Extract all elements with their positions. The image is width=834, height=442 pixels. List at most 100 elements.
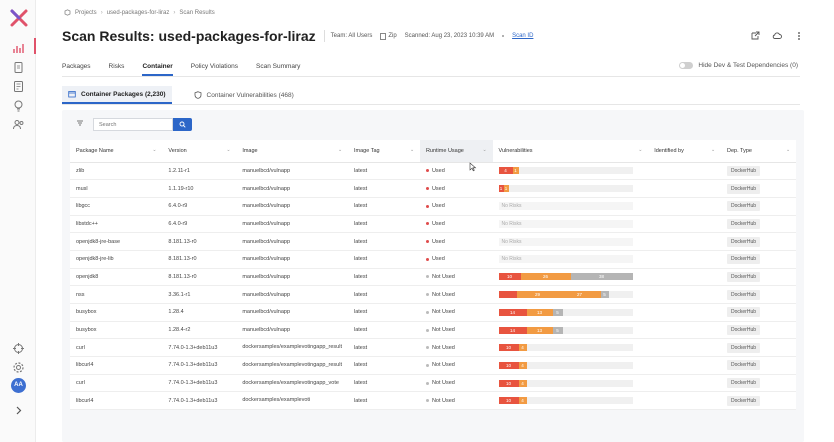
col-image-tag[interactable]: Image Tag ⌄ (347, 140, 420, 163)
cell-runtime-usage: Used (419, 250, 493, 269)
more-options-icon[interactable] (794, 31, 804, 41)
cell-version: 7.74.0-1.3+deb11u3 (162, 391, 237, 411)
status-dot-icon (425, 187, 429, 191)
table-row[interactable]: libcurl4 7.74.0-1.3+deb11u3 dockersamples/… (70, 391, 796, 411)
cell-image-tag: latest (347, 179, 420, 198)
sort-icon[interactable]: ⌄ (152, 147, 157, 153)
expand-chevron-icon[interactable] (12, 404, 25, 417)
hide-dev-toggle[interactable] (679, 62, 694, 69)
vulnerability-bar[interactable]: 10 4 (498, 361, 633, 369)
table-row[interactable]: openjdk8-jre-lib 8.181.13-r0 manuelbcd/vul… (70, 250, 796, 269)
filter-icon[interactable] (76, 119, 84, 127)
runtime-usage-label: Not Used (431, 397, 455, 404)
runtime-usage-status: Not Used (425, 397, 487, 404)
vulnerability-bar[interactable]: 10 4 (498, 344, 633, 352)
cell-dep-type: DockerHub (721, 215, 796, 234)
logo-icon[interactable] (9, 8, 29, 28)
search-input[interactable] (93, 118, 173, 131)
col-identified-by[interactable]: Identified by ⌄ (648, 140, 721, 163)
vulnerability-bar[interactable]: 10 4 (498, 379, 633, 387)
runtime-usage-status: Not Used (425, 274, 487, 280)
vulnerability-segment-high: 29 (516, 291, 559, 299)
sort-icon[interactable]: ⌄ (409, 147, 415, 153)
export-icon[interactable] (750, 31, 760, 41)
table-row[interactable]: openjdk8 8.181.13-r0 manuelbcd/vulnapp late… (70, 268, 796, 287)
cell-dep-type: DockerHub (721, 321, 796, 340)
users-icon[interactable] (12, 118, 25, 131)
table-row[interactable]: libcurl4 7.74.0-1.3+deb11u3 dockersamples/… (70, 356, 796, 375)
user-avatar[interactable]: AA (11, 378, 26, 393)
lightbulb-icon[interactable] (12, 99, 25, 112)
cell-version: 1.28.4-r2 (162, 321, 237, 340)
breadcrumb-separator-icon: › (100, 9, 103, 16)
bar-chart-icon[interactable] (12, 42, 25, 55)
table-row[interactable]: libgcc 6.4.0-r9 manuelbcd/vulnapp latest Use… (70, 197, 796, 216)
cell-version: 3.36.1-r1 (162, 285, 237, 304)
sort-icon[interactable]: ⌄ (786, 147, 791, 153)
integrations-icon[interactable] (12, 342, 25, 355)
table-row[interactable]: curl 7.74.0-1.3+deb11u3 dockersamples/exam… (70, 374, 796, 393)
tab-scan-summary[interactable]: Scan Summary (256, 63, 301, 70)
col-package-name[interactable]: Package Name ⌄ (70, 140, 163, 163)
cell-identified-by (648, 338, 721, 358)
cell-package-name: openjdk8-jre-base (70, 232, 163, 251)
breadcrumb-separator-icon: › (173, 9, 176, 16)
status-dot-icon (425, 257, 429, 261)
tab-risks[interactable]: Risks (108, 63, 125, 70)
document-icon[interactable] (12, 61, 25, 74)
cell-identified-by (648, 391, 721, 411)
subtab-container-vulnerabilities[interactable]: Container Vulnerabilities (468) (188, 86, 300, 104)
runtime-usage-label: Used (431, 185, 445, 192)
sort-icon[interactable]: ⌄ (337, 147, 343, 153)
cell-image-tag: latest (347, 321, 420, 340)
cloud-icon[interactable] (772, 31, 782, 41)
vulnerability-bar[interactable]: 10 26 38 (498, 273, 633, 281)
sort-icon[interactable]: ⌄ (226, 147, 231, 153)
vulnerability-bar[interactable]: 14 13 5 (498, 308, 633, 316)
vulnerability-bar[interactable]: 29 27 5 (498, 291, 633, 299)
report-icon[interactable] (12, 80, 25, 93)
table-row[interactable]: openjdk8-jre-base 8.181.13-r0 manuelbcd/vu… (70, 232, 796, 251)
breadcrumb-projects[interactable]: Projects (75, 9, 97, 16)
table-row[interactable]: busybox 1.28.4 manuelbcd/vulnapp latest Not … (70, 303, 796, 322)
sort-icon[interactable]: ⌄ (482, 147, 487, 153)
col-dep-type[interactable]: Dep. Type ⌄ (721, 140, 796, 163)
no-risks-label: No Risks (498, 237, 633, 246)
col-runtime-usage[interactable]: Runtime Usage ⌄ (419, 140, 493, 163)
col-version[interactable]: Version ⌄ (162, 140, 237, 163)
table-row[interactable]: zlib 1.2.11-r1 manuelbcd/vulnapp latest Used… (70, 162, 796, 181)
table-row[interactable]: nss 3.36.1-r1 manuelbcd/vulnapp latest Not U… (70, 285, 796, 304)
table-row[interactable]: libstdc++ 6.4.0-r9 manuelbcd/vulnapp latest… (70, 215, 796, 234)
vulnerability-bar[interactable]: 14 13 5 (498, 326, 633, 334)
tab-packages[interactable]: Packages (62, 63, 91, 70)
breadcrumb-project[interactable]: used-packages-for-liraz (106, 9, 170, 16)
table-row[interactable]: busybox 1.28.4-r2 manuelbcd/vulnapp latest N… (70, 321, 796, 340)
cell-vulnerabilities: 10 4 (492, 338, 649, 358)
scan-id-link[interactable]: Scan ID (512, 33, 534, 39)
cell-image-tag: latest (347, 250, 420, 269)
table-row[interactable]: curl 7.74.0-1.3+deb11u3 dockersamples/exam… (70, 338, 796, 358)
cell-package-name: openjdk8 (70, 268, 163, 287)
search-button[interactable] (173, 118, 192, 131)
settings-gear-icon[interactable] (12, 361, 25, 374)
vulnerability-segment-crit: 10 (498, 344, 519, 352)
runtime-usage-status: Not Used (425, 345, 487, 351)
subtab-container-packages[interactable]: Container Packages (2,230) (62, 86, 172, 104)
table-row[interactable]: musl 1.1.19-r10 manuelbcd/vulnapp latest Use… (70, 179, 796, 198)
tab-container[interactable]: Container (142, 58, 174, 76)
sort-icon[interactable]: ⌄ (638, 147, 643, 153)
cell-runtime-usage: Not Used (419, 303, 493, 322)
vulnerability-bar[interactable]: 10 4 (498, 397, 633, 405)
col-image[interactable]: Image ⌄ (236, 140, 348, 163)
cell-package-name: nss (70, 285, 163, 304)
col-vulnerabilities[interactable]: Vulnerabilities ⌄ (492, 140, 649, 163)
cell-identified-by (648, 268, 721, 287)
cell-identified-by (648, 232, 721, 251)
cell-version: 7.74.0-1.3+deb11u3 (162, 356, 237, 375)
tab-policy-violations[interactable]: Policy Violations (190, 63, 238, 70)
sort-icon[interactable]: ⌄ (711, 147, 716, 153)
vulnerability-segment-crit: 14 (498, 326, 527, 334)
